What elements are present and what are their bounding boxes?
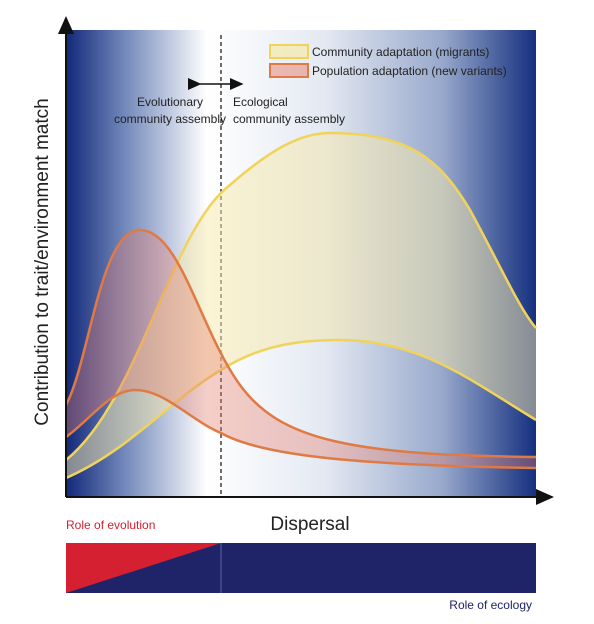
- ecology-label: Role of ecology: [449, 598, 532, 612]
- evolution-label: Role of evolution: [66, 518, 155, 532]
- population-upper: [64, 228, 537, 459]
- right-region-line2: community assembly: [233, 112, 345, 126]
- evolution-wedge: [66, 543, 221, 593]
- left-region-line2: community assembly: [114, 112, 226, 126]
- community-upper: [65, 131, 537, 461]
- legend-community: Community adaptation (migrants): [312, 45, 489, 59]
- population-band: [66, 230, 536, 468]
- y-axis-label: Contribution to trait/environment match: [32, 98, 53, 425]
- community-band: [66, 133, 536, 478]
- right-region-line1: Ecological: [233, 95, 288, 109]
- community-lower: [65, 338, 537, 480]
- legend-population: Population adaptation (new variants): [312, 64, 507, 78]
- legend-swatch-population: [269, 63, 309, 78]
- x-axis-label: Dispersal: [270, 514, 349, 535]
- legend-swatch-community: [269, 44, 309, 59]
- left-region-line1: Evolutionary: [137, 95, 203, 109]
- population-lower: [65, 388, 537, 470]
